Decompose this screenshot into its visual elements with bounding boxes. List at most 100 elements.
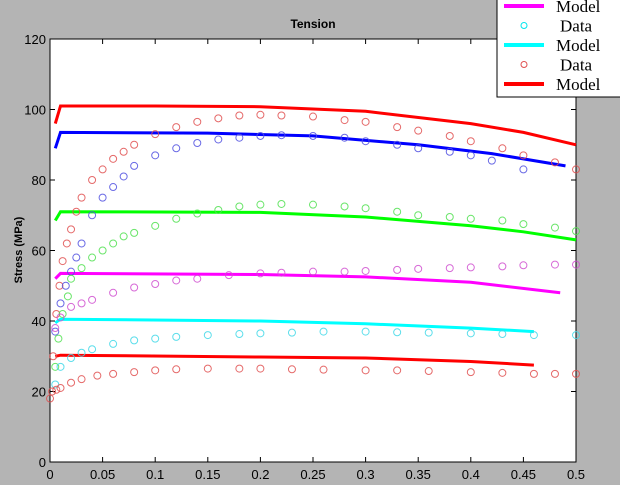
data-point [151,151,160,160]
data-point [77,239,86,248]
data-point [151,366,160,375]
data-point [62,239,71,248]
legend-marker-swatch [520,61,528,68]
data-point [151,221,160,230]
data-point [67,378,76,387]
data-point [172,276,181,285]
data-point [77,264,86,273]
data-point [414,126,423,135]
data-point [119,147,128,156]
legend-label: Model [556,75,601,94]
data-point [88,176,97,184]
y-tick-label: 100 [24,103,46,118]
data-point [61,281,70,290]
model-line-0 [53,104,577,147]
data-point [393,207,402,216]
data-point [109,239,118,248]
data-point [77,299,86,308]
data-point [235,364,244,373]
data-point [88,295,97,304]
data-point [277,131,286,140]
data-point [340,267,349,276]
data-point [361,366,370,375]
data-point [109,369,118,378]
model-line-2 [54,210,577,242]
data-point [224,271,233,280]
legend-box [496,0,620,98]
data-point [256,110,265,119]
data-point [466,151,475,160]
data-point [119,232,128,241]
data-point [235,202,244,211]
x-tick-label: 0.1 [146,467,164,482]
data-point [277,111,286,120]
data-point [550,369,559,378]
data-point [361,266,370,275]
data-point [256,131,265,140]
data-point [466,214,475,223]
data-point [109,183,118,192]
data-point [119,172,128,181]
data-point [51,324,60,333]
data-point [287,328,296,337]
data-point [130,283,139,292]
data-point [424,328,433,337]
data-point [51,327,60,336]
data-point [172,365,181,374]
data-point [49,352,58,361]
data-point [151,279,160,288]
data-point [393,366,402,375]
data-point [98,165,107,174]
x-tick-label: 0 [46,467,53,482]
data-point [529,369,538,378]
data-point [203,331,212,340]
data-point [72,207,81,216]
x-tick-label: 0.15 [195,467,220,482]
data-point [309,267,317,276]
x-tick-label: 0.3 [357,467,375,482]
data-point [130,161,139,170]
data-point [48,387,57,396]
data-point [56,383,65,392]
data-point [109,288,118,297]
legend-marker-swatch [520,22,528,29]
data-point [340,116,349,125]
y-axis-label: Stress (MPa) [13,216,25,283]
data-point [550,158,559,167]
data-point [340,133,349,142]
data-point [445,147,454,156]
data-point [498,368,507,377]
data-point [445,213,454,222]
data-point [319,327,328,336]
data-point [77,348,86,357]
legend-label: Model [556,0,601,16]
data-point [193,274,202,283]
x-tick-label: 0.5 [567,467,585,482]
data-point [88,253,97,262]
data-point [51,362,60,371]
data-point [466,263,475,272]
data-point [466,329,475,338]
data-point [172,332,181,341]
data-point [466,137,475,146]
data-point [172,144,181,153]
data-point [256,364,265,373]
y-tick-label: 120 [24,32,46,47]
data-point [572,260,580,269]
data-point [572,165,580,174]
x-tick-label: 0.45 [511,467,536,482]
data-point [98,246,107,255]
data-point [130,140,139,149]
data-point [498,262,507,271]
data-point [572,369,580,378]
data-point [277,268,286,277]
data-point [109,154,118,163]
model-line-3 [54,271,561,295]
data-point [256,329,265,338]
x-tick-label: 0.4 [462,467,480,482]
data-point [340,202,349,211]
data-point [393,140,402,149]
data-point [572,331,580,340]
data-point [67,302,76,311]
x-tick-label: 0.2 [251,467,269,482]
